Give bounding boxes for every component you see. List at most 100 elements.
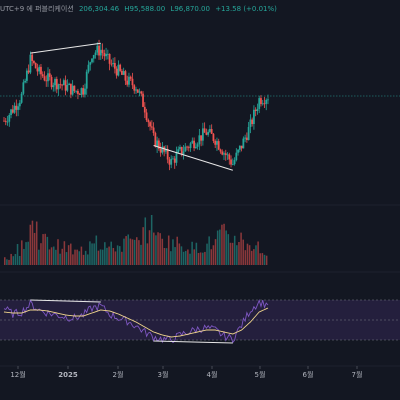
- volume-bar: [89, 241, 91, 265]
- volume-bar: [242, 239, 244, 265]
- candle-body: [108, 53, 111, 64]
- candle-body: [3, 120, 5, 122]
- volume-bar: [187, 249, 189, 265]
- volume-bar: [104, 242, 106, 265]
- candle-body: [31, 54, 34, 61]
- candle-body: [94, 52, 97, 56]
- candle-body: [66, 84, 69, 91]
- candle-body: [191, 140, 194, 144]
- ohlc-value-3: L96,870.00: [170, 5, 210, 13]
- candle-body: [177, 149, 180, 153]
- candle-body: [47, 73, 49, 82]
- volume-bar: [155, 235, 157, 265]
- volume-bar: [42, 234, 44, 265]
- volume-bar: [238, 241, 240, 265]
- candle-body: [22, 82, 25, 94]
- volume-bar: [97, 250, 100, 265]
- candle-body: [260, 98, 262, 105]
- x-tick-label: 3월: [158, 370, 169, 379]
- candle-body: [209, 129, 211, 132]
- volume-bar: [21, 240, 23, 265]
- volume-bar: [246, 243, 249, 265]
- candle-body: [50, 76, 53, 88]
- volume-bar: [82, 254, 85, 265]
- candle-body: [78, 93, 81, 95]
- volume-bar: [110, 241, 112, 265]
- candle-body: [80, 88, 83, 95]
- candle-body: [228, 154, 231, 160]
- volume-bar: [210, 249, 213, 265]
- candle-body: [82, 88, 85, 95]
- volume-bar: [27, 241, 29, 265]
- volume-bar: [131, 239, 134, 265]
- candle-body: [129, 76, 132, 79]
- candle-body: [168, 159, 171, 165]
- candle-body: [128, 76, 130, 85]
- candle-body: [17, 106, 19, 110]
- volume-bar: [223, 223, 225, 265]
- candle-body: [62, 80, 65, 86]
- volume-bar: [163, 247, 166, 265]
- volume-bar: [240, 232, 242, 265]
- candle-body: [126, 80, 129, 85]
- candle-body: [187, 147, 190, 149]
- volume-bar: [261, 253, 264, 265]
- candle-body: [4, 120, 7, 122]
- volume-bar: [191, 241, 193, 265]
- volume-bar: [236, 245, 238, 265]
- candle-body: [20, 93, 23, 103]
- candle-body: [91, 58, 93, 63]
- candle-body: [244, 137, 247, 139]
- rsi-ma-line: [3, 307, 269, 338]
- candle-body: [265, 99, 268, 104]
- candle-body: [64, 80, 67, 91]
- volume-bar: [180, 246, 183, 265]
- volume-bar: [161, 238, 164, 265]
- volume-bar: [18, 255, 21, 265]
- candle-body: [145, 112, 148, 121]
- volume-bar: [244, 250, 247, 265]
- candle-body: [119, 64, 122, 71]
- volume-bar: [184, 250, 187, 265]
- volume-bar: [91, 243, 93, 265]
- volume-bar: [78, 251, 81, 265]
- candle-body: [196, 144, 199, 147]
- volume-bar: [52, 246, 55, 265]
- candle-body: [69, 83, 72, 95]
- volume-bar: [61, 248, 64, 265]
- volume-bar: [23, 248, 25, 265]
- volume-bar: [212, 245, 215, 265]
- volume-bar: [142, 227, 144, 265]
- candle-body: [189, 143, 192, 149]
- candle-body: [156, 140, 159, 147]
- volume-bar: [80, 246, 83, 265]
- candle-body: [89, 62, 92, 65]
- candle-body: [61, 84, 63, 86]
- volume-bar: [136, 237, 138, 265]
- candle-body: [27, 70, 30, 73]
- candle-body: [77, 90, 79, 94]
- volume-bar: [219, 229, 221, 265]
- volume-bar: [170, 251, 172, 265]
- candle-body: [251, 119, 254, 124]
- volume-bar: [33, 232, 36, 265]
- volume-bar: [127, 234, 130, 265]
- volume-bar: [227, 234, 230, 265]
- candle-body: [193, 140, 195, 149]
- candle-body: [237, 149, 239, 153]
- candle-body: [110, 63, 113, 65]
- price-divergence-line-0: [30, 42, 101, 54]
- candle-body: [121, 70, 123, 75]
- volume-bar: [112, 247, 115, 265]
- volume-bar: [140, 244, 142, 265]
- volume-bar: [6, 259, 8, 265]
- rsi-divergence-line-3: [153, 340, 233, 344]
- candle-body: [247, 127, 250, 140]
- ohlc-value-2: H95,588.00: [124, 5, 166, 13]
- volume-bar: [14, 254, 17, 265]
- volume-bar: [106, 247, 108, 265]
- volume-bar: [46, 236, 49, 265]
- candle-body: [216, 141, 218, 145]
- volume-bar: [248, 245, 251, 265]
- candle-body: [85, 71, 88, 89]
